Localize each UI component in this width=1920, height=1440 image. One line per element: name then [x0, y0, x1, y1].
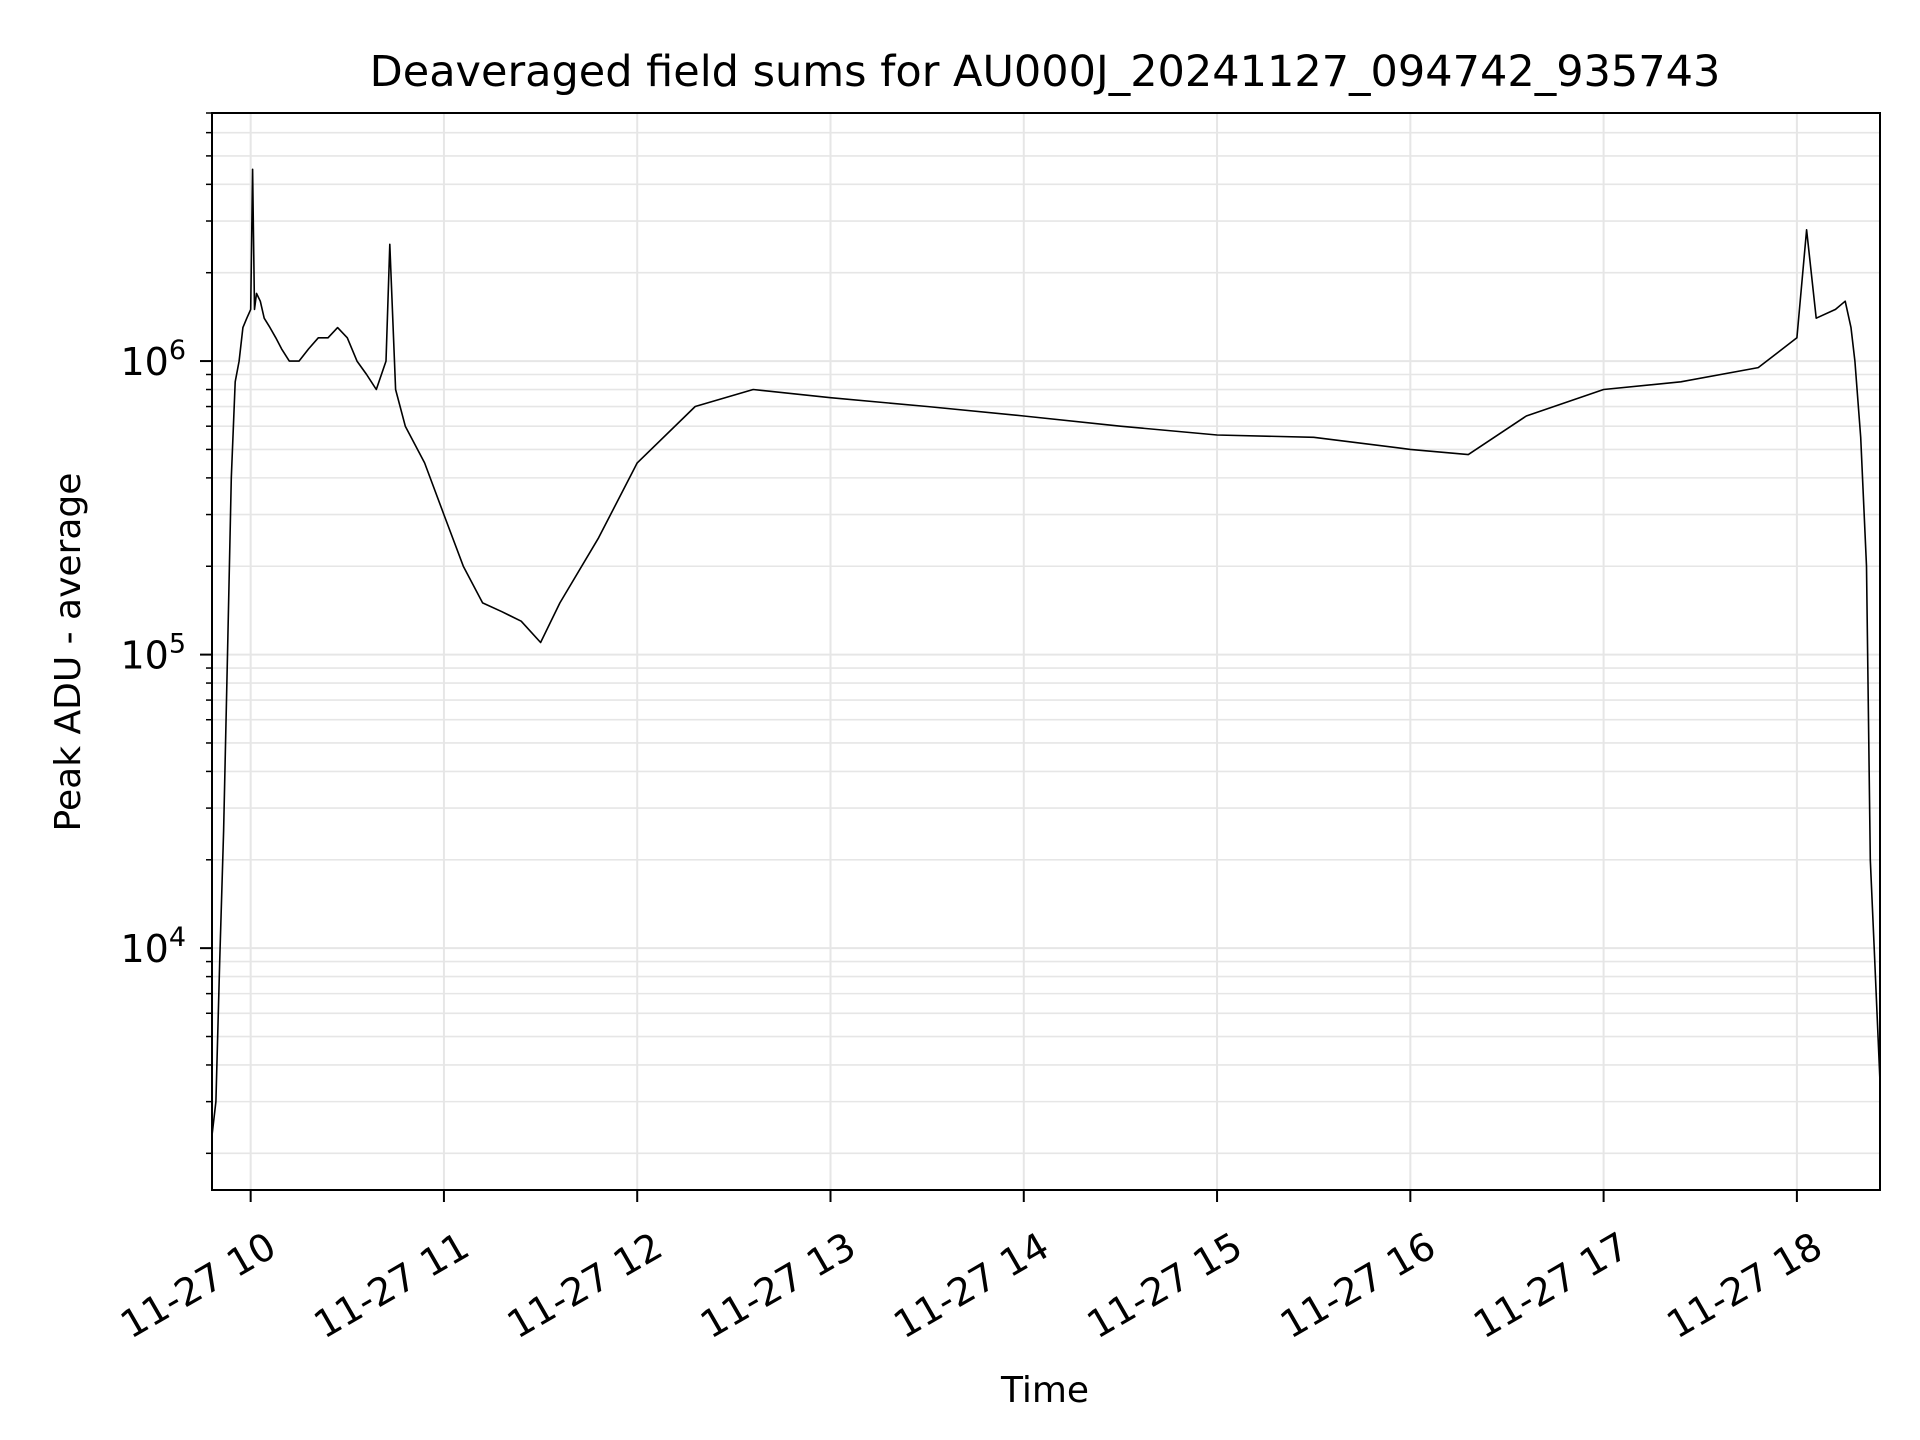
x-tick-label: 11-27 12: [500, 1224, 670, 1348]
x-tick-label: 11-27 11: [306, 1224, 476, 1348]
x-tick-label: 11-27 18: [1659, 1224, 1829, 1348]
y-axis-label: Peak ADU - average: [48, 473, 89, 832]
x-tick-label: 11-27 14: [886, 1224, 1056, 1348]
y-tick-label: 106: [120, 335, 186, 384]
series-layer: [211, 168, 1881, 1136]
x-axis-label: Time: [1000, 1370, 1089, 1411]
plot-area-frame: [211, 112, 1881, 1191]
series-line: [211, 168, 1881, 1136]
x-tick-label: 11-27 16: [1273, 1224, 1443, 1348]
y-axis: 104 105 106: [120, 112, 212, 1155]
y-tick-label: 105: [120, 629, 186, 678]
x-axis: 11-27 10 11-27 11 11-27 12 11-27 13 11-27 14…: [113, 1190, 1829, 1347]
x-tick-label: 11-27 10: [113, 1224, 283, 1348]
x-tick-label: 11-27 13: [693, 1224, 863, 1348]
x-tick-label: 11-27 15: [1080, 1224, 1250, 1348]
grid: [212, 112, 1880, 1190]
chart-title: Deaveraged field sums for AU000J_2024112…: [370, 47, 1721, 97]
x-tick-label: 11-27 17: [1466, 1224, 1636, 1348]
y-tick-label: 104: [120, 922, 186, 971]
